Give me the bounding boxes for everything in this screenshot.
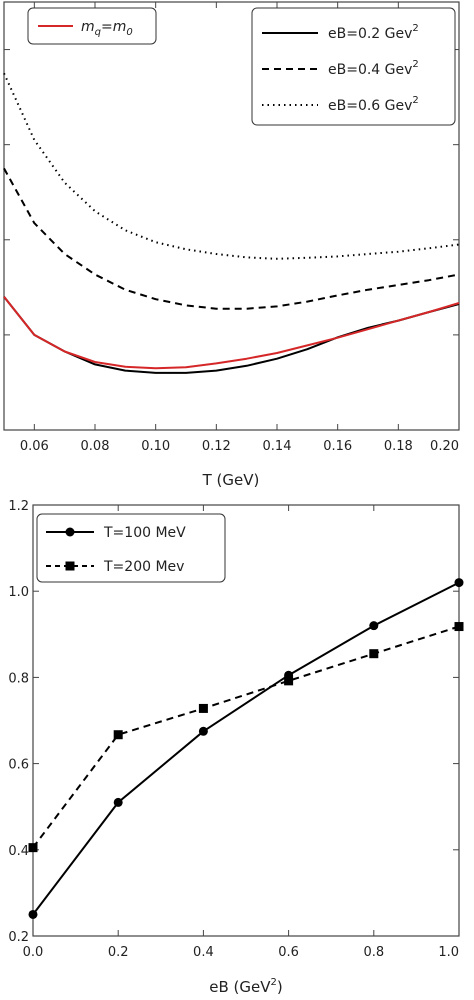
legend-label-eb04: eB=0.4 Gev2 xyxy=(328,59,419,78)
bottom-ytick-label-1: 0.4 xyxy=(8,844,29,859)
chart-magnetic-field: 0.20.40.60.81.01.2 0.0 0.2 0.4 0.6 0.8 1.0 eB… xyxy=(8,499,464,996)
bottom-point-0-1 xyxy=(113,797,123,807)
top-xtick-label-3: 0.12 xyxy=(202,439,231,454)
series-group-bottom xyxy=(28,578,464,919)
top-series-line-3 xyxy=(3,296,460,370)
bottom-ytick-label-4: 1.0 xyxy=(8,585,29,600)
top-xtick-label-5: 0.16 xyxy=(323,439,352,454)
bottom-point-1-2 xyxy=(198,703,208,713)
bottom-xtick-label-5: 1.0 xyxy=(438,945,459,960)
top-xtick-label-7: 0.20 xyxy=(430,439,459,454)
bottom-xtick-label-0: 0.0 xyxy=(23,945,44,960)
bottom-point-1-3 xyxy=(284,676,294,686)
bottom-xtick-label-4: 0.8 xyxy=(363,945,384,960)
top-xtick-label-0: 0.06 xyxy=(20,439,49,454)
legend-right-box xyxy=(251,7,456,126)
legend-label-eb06: eB=0.6 Gev2 xyxy=(328,95,419,114)
legend-left-box xyxy=(27,7,157,45)
top-xtick-label-1: 0.08 xyxy=(81,439,110,454)
legend-right-top: eB=0.2 Gev2 eB=0.4 Gev2 eB=0.6 Gev2 xyxy=(251,7,456,126)
bottom-xtick-label-3: 0.6 xyxy=(278,945,299,960)
bottom-point-0-4 xyxy=(369,621,379,631)
y-axis-bottom: 0.2 0.4 0.6 0.8 1.0 1.2 xyxy=(8,499,459,945)
x-axis-label-bottom: eB (GeV2) xyxy=(209,977,283,996)
series-group-top xyxy=(3,72,460,374)
bottom-point-1-0 xyxy=(28,843,38,853)
x-axis-bottom: 0.0 0.2 0.4 0.6 0.8 1.0 xyxy=(23,505,460,960)
bottom-ytick-label-0: 0.2 xyxy=(8,930,29,945)
bottom-point-1-1 xyxy=(113,730,123,740)
bottom-ytick-label-2: 0.6 xyxy=(8,758,29,773)
bottom-series-line-1 xyxy=(32,625,460,849)
legend-marker-t100 xyxy=(65,527,75,537)
bottom-xtick-label-2: 0.4 xyxy=(193,945,214,960)
legend-label-eb02: eB=0.2 Gev2 xyxy=(328,23,419,42)
x-axis-label-top: T (GeV) xyxy=(202,471,260,489)
top-xtick-label-6: 0.18 xyxy=(384,439,413,454)
top-xtick-label-4: 0.14 xyxy=(263,439,292,454)
legend-label-t100: T=100 MeV xyxy=(103,525,186,541)
legend-left-top: mq=m0 xyxy=(27,7,157,45)
bottom-point-0-5 xyxy=(454,578,464,588)
bottom-xtick-label-1: 0.2 xyxy=(108,945,129,960)
legend-marker-t200 xyxy=(65,561,75,571)
bottom-ytick-label-3: 0.8 xyxy=(8,671,29,686)
chart-temperature: 0.40.60.81.01.2 0.060.080.100.120.140.16… xyxy=(3,1,460,489)
bottom-point-1-4 xyxy=(369,649,379,659)
bottom-series-line-0 xyxy=(32,581,460,916)
legend-bottom: T=100 MeV T=200 Mev xyxy=(36,513,226,583)
bottom-point-1-5 xyxy=(454,622,464,632)
x-axis-top: 0.06 0.08 0.10 0.12 0.14 0.16 0.18 0.20 xyxy=(20,2,460,454)
bottom-ytick-label-5: 1.2 xyxy=(8,499,29,514)
bottom-point-0-0 xyxy=(28,909,38,919)
legend-label-mq: mq=m0 xyxy=(81,19,133,38)
plot-frame-bottom xyxy=(32,504,460,937)
legend-label-t200: T=200 Mev xyxy=(103,559,184,575)
top-xtick-label-2: 0.10 xyxy=(141,439,170,454)
bottom-point-0-2 xyxy=(198,726,208,736)
plot-frame-top xyxy=(3,1,460,431)
top-series-line-1 xyxy=(3,167,460,310)
